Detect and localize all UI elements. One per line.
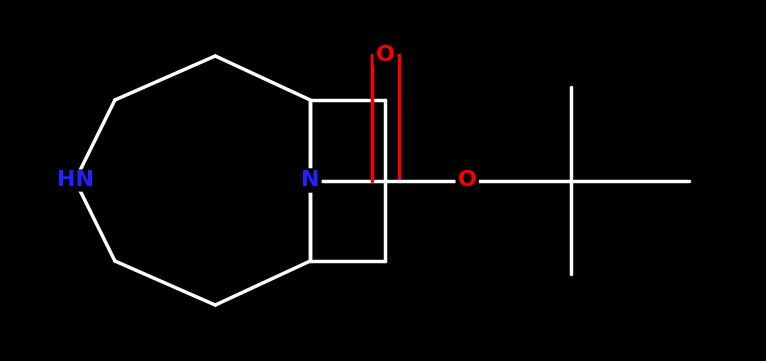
Text: HN: HN <box>57 170 93 191</box>
Text: O: O <box>376 45 394 65</box>
Text: O: O <box>458 170 476 191</box>
Text: N: N <box>301 170 319 191</box>
